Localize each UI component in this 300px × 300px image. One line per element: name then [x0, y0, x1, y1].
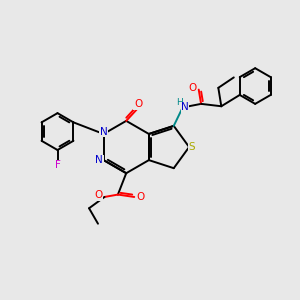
- Text: N: N: [100, 127, 107, 136]
- Text: O: O: [189, 83, 197, 93]
- Text: H: H: [176, 98, 182, 106]
- Text: O: O: [94, 190, 103, 200]
- Text: O: O: [137, 192, 145, 202]
- Text: N: N: [95, 155, 103, 165]
- Text: F: F: [55, 160, 60, 170]
- Text: O: O: [134, 99, 142, 109]
- Text: S: S: [189, 142, 195, 152]
- Text: N: N: [181, 102, 189, 112]
